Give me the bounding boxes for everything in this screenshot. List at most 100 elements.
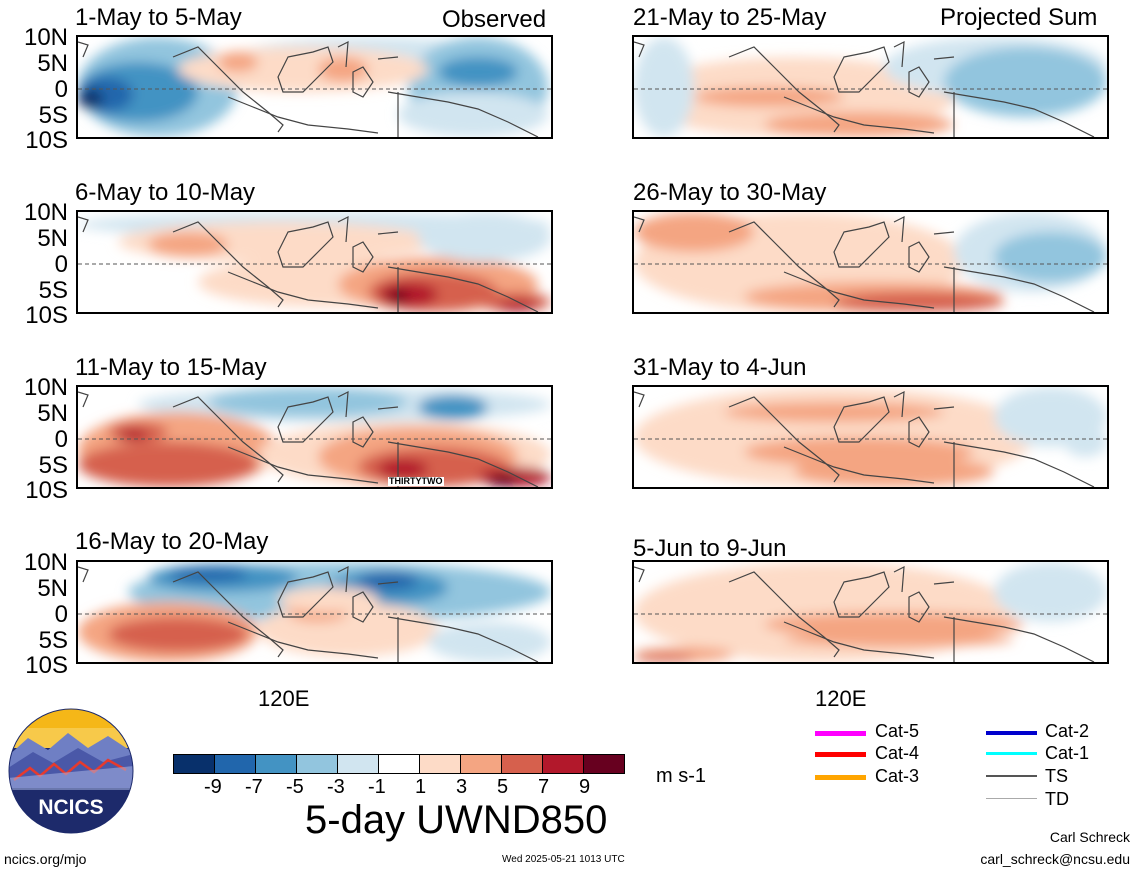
x-tick-120e-right: 120E xyxy=(815,686,867,711)
legend-label-cat5: Cat-5 xyxy=(875,721,920,741)
coastline xyxy=(227,96,379,134)
map-panel-3: THIRTYTWO xyxy=(76,385,553,489)
legend-label-cat3: Cat-3 xyxy=(875,766,920,786)
colorbar-swatch xyxy=(542,754,584,774)
colorbar-swatch xyxy=(296,754,338,774)
coastline xyxy=(833,571,890,618)
logo-text: NCICS xyxy=(38,796,103,819)
wind-anomaly-region xyxy=(108,617,248,652)
footer-email: carl_schreck@ncsu.edu xyxy=(980,851,1130,867)
wind-anomaly-region xyxy=(634,37,694,137)
coastline xyxy=(227,621,379,659)
wind-anomaly-region xyxy=(318,57,368,82)
coastline xyxy=(377,406,399,410)
wind-anomaly-region xyxy=(78,89,103,109)
wind-anomaly-region xyxy=(1064,427,1107,457)
y-tick-10s: 10S xyxy=(25,127,68,154)
cbar-tick-5: -1 xyxy=(368,776,386,798)
ncics-logo: NCICS xyxy=(8,708,134,834)
map-panel-1 xyxy=(76,35,553,139)
coastline xyxy=(387,266,539,312)
coastline xyxy=(387,441,539,487)
cbar-tick-8: 5 xyxy=(497,776,509,798)
legend-line-cat4 xyxy=(815,752,866,757)
map-panel-6 xyxy=(632,210,1109,314)
legend-label-ts: TS xyxy=(1045,766,1069,786)
coastline xyxy=(893,565,905,593)
coastline xyxy=(933,406,955,410)
wind-anomaly-region xyxy=(488,475,518,487)
coastline xyxy=(943,91,1095,137)
wind-anomaly-region xyxy=(634,562,1014,662)
map-panel-5 xyxy=(632,35,1109,139)
cbar-tick-7: 3 xyxy=(456,776,468,798)
colorbar-swatch xyxy=(378,754,420,774)
coastline xyxy=(78,41,89,58)
y-tick-5n: 5N xyxy=(37,50,68,77)
map-panel-8 xyxy=(632,560,1109,664)
wind-anomaly-region xyxy=(378,282,438,307)
y-tick-5s: 5S xyxy=(38,277,68,304)
wind-anomaly-region xyxy=(834,292,1004,312)
map-shading xyxy=(634,562,1107,662)
y-tick-10s: 10S xyxy=(25,302,68,329)
coastline xyxy=(337,40,349,68)
legend-label-cat4: Cat-4 xyxy=(875,743,920,763)
panel-title-2: 6-May to 10-May xyxy=(75,179,256,206)
coastline xyxy=(783,621,935,659)
wind-anomaly-region xyxy=(994,562,1107,622)
wind-anomaly-region xyxy=(994,232,1107,282)
y-tick-10n: 10N xyxy=(23,199,68,226)
panel-title-6: 26-May to 30-May xyxy=(633,179,827,206)
storm-annotation: THIRTYTWO xyxy=(388,476,444,486)
map-shading xyxy=(634,387,1107,487)
map-shading xyxy=(78,212,551,312)
wind-anomaly-region xyxy=(764,612,1024,637)
y-tick-0: 0 xyxy=(54,426,68,453)
units-label: m s-1 xyxy=(656,765,706,787)
coastline xyxy=(943,266,1095,312)
coastline xyxy=(943,616,1095,662)
wind-anomaly-region xyxy=(418,395,488,420)
coastline xyxy=(277,571,334,618)
coastline xyxy=(78,216,89,233)
colorbar-swatch xyxy=(173,754,215,774)
wind-anomaly-region xyxy=(278,587,378,612)
panel-title-3: 11-May to 15-May xyxy=(75,354,267,381)
coastline xyxy=(277,46,334,93)
wind-anomaly-region xyxy=(724,402,944,422)
colorbar-swatch xyxy=(214,754,256,774)
coastline xyxy=(227,446,379,484)
cbar-tick-3: -5 xyxy=(286,776,304,798)
wind-anomaly-region xyxy=(438,57,518,87)
colorbar-swatch xyxy=(419,754,461,774)
legend-line-cat2 xyxy=(986,731,1037,735)
coastline xyxy=(783,271,935,309)
coastline xyxy=(172,571,284,658)
coastline xyxy=(933,231,955,235)
coastline xyxy=(78,566,89,583)
coastline xyxy=(387,616,539,662)
coastline xyxy=(933,56,955,60)
wind-anomaly-region xyxy=(498,300,538,312)
wind-anomaly-region xyxy=(784,632,1014,647)
wind-anomaly-region xyxy=(418,212,551,262)
y-tick-5n: 5N xyxy=(37,575,68,602)
legend-line-cat3 xyxy=(815,775,866,780)
y-tick-5n: 5N xyxy=(37,225,68,252)
panel-title-8: 5-Jun to 9-Jun xyxy=(633,535,787,562)
y-tick-10s: 10S xyxy=(25,477,68,504)
map-shading xyxy=(634,212,1107,312)
panel-title-5: 21-May to 25-May xyxy=(633,4,827,31)
map-shading xyxy=(78,562,551,662)
coastline xyxy=(933,581,955,585)
y-tick-10s: 10S xyxy=(25,652,68,679)
y-tick-10n: 10N xyxy=(23,549,68,576)
colorbar-swatch xyxy=(255,754,297,774)
coastline xyxy=(634,566,645,583)
coastline xyxy=(78,391,89,408)
footer-url: ncics.org/mjo xyxy=(4,851,87,867)
coastline xyxy=(833,396,890,443)
map-shading xyxy=(78,37,551,137)
figure-title: 5-day UWND850 xyxy=(305,798,608,842)
